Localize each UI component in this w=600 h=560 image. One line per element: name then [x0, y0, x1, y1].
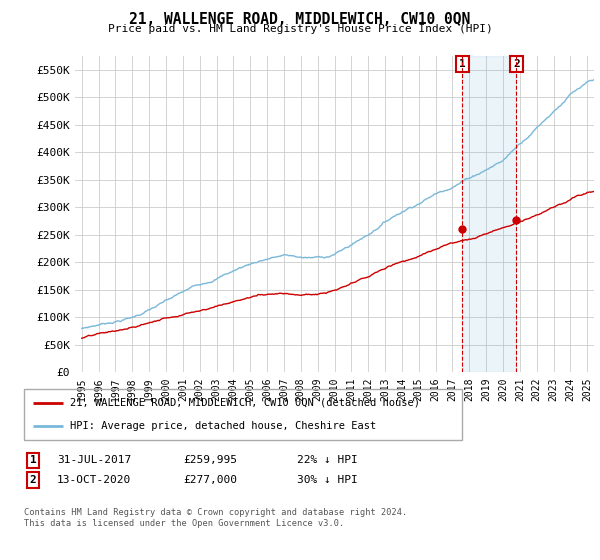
Text: HPI: Average price, detached house, Cheshire East: HPI: Average price, detached house, Ches… [70, 421, 376, 431]
Text: 22% ↓ HPI: 22% ↓ HPI [297, 455, 358, 465]
Text: 30% ↓ HPI: 30% ↓ HPI [297, 475, 358, 485]
Text: 31-JUL-2017: 31-JUL-2017 [57, 455, 131, 465]
Text: 21, WALLENGE ROAD, MIDDLEWICH, CW10 0QN: 21, WALLENGE ROAD, MIDDLEWICH, CW10 0QN [130, 12, 470, 27]
Text: Contains HM Land Registry data © Crown copyright and database right 2024.
This d: Contains HM Land Registry data © Crown c… [24, 508, 407, 528]
Text: 21, WALLENGE ROAD, MIDDLEWICH, CW10 0QN (detached house): 21, WALLENGE ROAD, MIDDLEWICH, CW10 0QN … [70, 398, 420, 408]
Bar [462, 56, 517, 372]
Text: £277,000: £277,000 [183, 475, 237, 485]
Text: Price paid vs. HM Land Registry's House Price Index (HPI): Price paid vs. HM Land Registry's House … [107, 24, 493, 34]
Text: 2: 2 [513, 59, 520, 69]
Text: 1: 1 [29, 455, 37, 465]
Text: 1: 1 [459, 59, 466, 69]
Text: 13-OCT-2020: 13-OCT-2020 [57, 475, 131, 485]
Text: 2: 2 [29, 475, 37, 485]
Text: £259,995: £259,995 [183, 455, 237, 465]
